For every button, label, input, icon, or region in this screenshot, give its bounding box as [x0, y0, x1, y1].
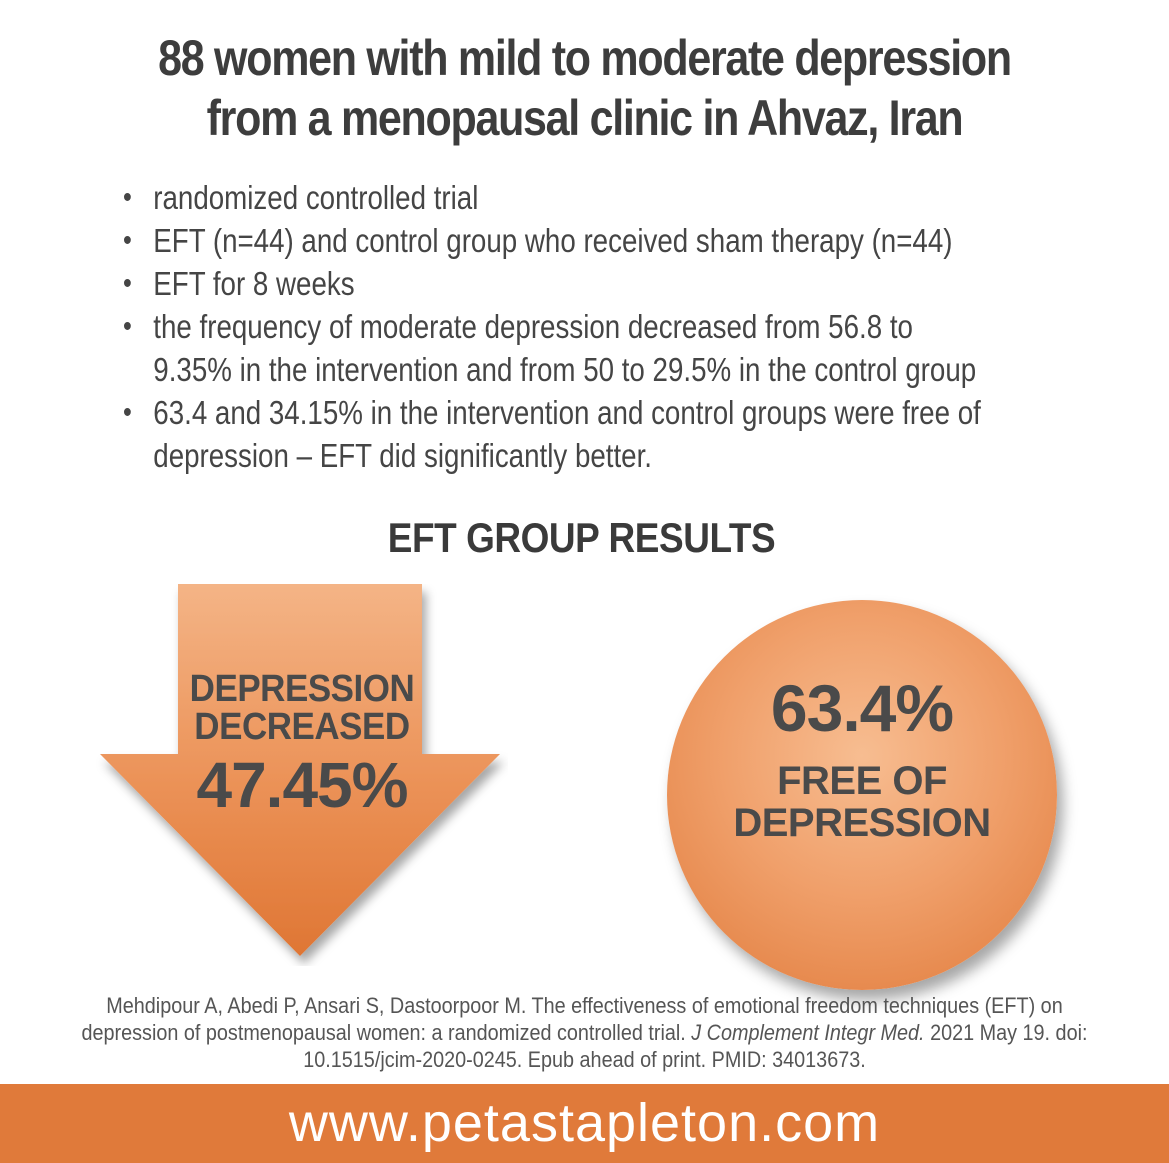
bullet-icon: •	[123, 224, 132, 257]
arrow-text: DEPRESSION DECREASED 47.45%	[152, 670, 452, 820]
arrow-value: 47.45%	[196, 749, 408, 821]
bullet-icon: •	[123, 267, 132, 300]
citation: Mehdipour A, Abedi P, Ansari S, Dastoorp…	[58, 992, 1110, 1073]
circle-label-line-1: FREE OF	[777, 759, 947, 803]
bullet-icon: •	[123, 396, 132, 429]
bullet-icon: •	[123, 310, 132, 343]
title-line-2: from a menopausal clinic in Ahvaz, Iran	[206, 90, 964, 146]
arrow-label-line-1: DEPRESSION	[189, 668, 415, 710]
free-of-depression-circle: 63.4% FREE OF DEPRESSION	[667, 600, 1057, 990]
citation-line-1: Mehdipour A, Abedi P, Ansari S, Dastoorp…	[106, 993, 1063, 1018]
list-item: • the frequency of moderate depression d…	[118, 305, 992, 391]
circle-value: 63.4%	[770, 671, 954, 745]
arrow-label-line-2: DECREASED	[194, 706, 410, 748]
footer-banner: www.petastapleton.com	[0, 1084, 1169, 1163]
study-details-list: • randomized controlled trial • EFT (n=4…	[118, 176, 992, 477]
website-url[interactable]: www.petastapleton.com	[288, 1093, 881, 1153]
section-title: EFT GROUP RESULTS	[387, 514, 776, 561]
list-item: • EFT for 8 weeks	[118, 262, 992, 305]
down-arrow-icon	[100, 584, 500, 956]
journal-name: J Complement Integr Med.	[691, 1020, 925, 1045]
list-item: • randomized controlled trial	[118, 176, 992, 219]
circle-text: 63.4% FREE OF DEPRESSION	[667, 670, 1057, 844]
list-item: • 63.4 and 34.15% in the intervention an…	[118, 391, 992, 477]
circle-label-line-2: DEPRESSION	[733, 801, 991, 845]
page-title: 88 women with mild to moderate depressio…	[82, 28, 1087, 148]
list-item: • EFT (n=44) and control group who recei…	[118, 219, 992, 262]
bullet-icon: •	[123, 181, 132, 214]
citation-line-3: 10.1515/jcim-2020-0245. Epub ahead of pr…	[303, 1047, 866, 1072]
citation-line-2: depression of postmenopausal women: a ra…	[81, 1020, 1088, 1045]
title-line-1: 88 women with mild to moderate depressio…	[158, 30, 1012, 86]
depression-decreased-arrow: DEPRESSION DECREASED 47.45%	[92, 584, 508, 966]
